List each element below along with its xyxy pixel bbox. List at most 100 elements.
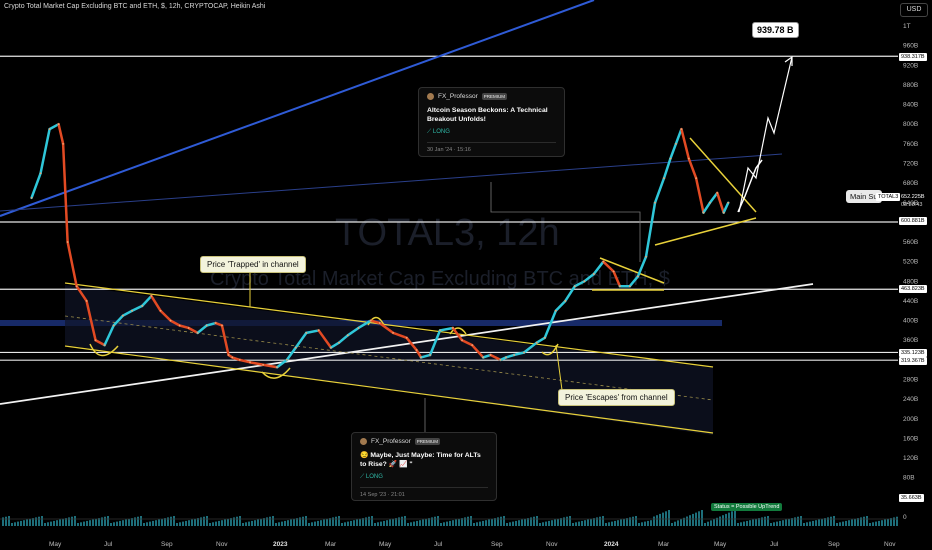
volume-bar <box>896 516 898 526</box>
price-segment <box>248 361 265 367</box>
volume-bar <box>302 516 304 526</box>
volume-bar <box>584 520 586 526</box>
volume-bar <box>341 523 343 526</box>
volume-bar <box>137 516 139 526</box>
idea-card-top[interactable]: FX_Professor PREMIUM Altcoin Season Beck… <box>418 87 565 157</box>
y-tick-label: 920B <box>903 62 918 69</box>
volume-bar <box>569 516 571 526</box>
annotation-trapped: Price 'Trapped' in channel <box>200 256 306 273</box>
price-point <box>112 324 115 327</box>
price-segment <box>329 341 341 349</box>
price-point <box>513 354 516 356</box>
price-segment <box>628 275 640 288</box>
price-point <box>276 366 279 369</box>
y-tick-label: 200B <box>903 416 918 423</box>
volume-bar <box>851 519 853 526</box>
x-tick-label: Mar <box>658 541 670 548</box>
volume-bar <box>125 519 127 526</box>
volume-bar <box>431 517 433 526</box>
price-segment <box>573 280 586 288</box>
price-segment <box>564 284 577 303</box>
volume-bar <box>458 518 460 526</box>
volume-bar <box>29 518 31 526</box>
target-price-label: 939.78 B <box>752 22 799 38</box>
volume-bar <box>449 520 451 526</box>
volume-bar <box>182 521 184 526</box>
price-segment <box>66 240 78 288</box>
volume-bar <box>515 520 517 526</box>
volume-bar <box>821 518 823 526</box>
top-arc <box>449 327 467 335</box>
idea-connector <box>490 182 641 262</box>
volume-bar <box>767 516 769 526</box>
price-point <box>654 201 656 204</box>
price-layer <box>30 122 730 369</box>
volume-bar <box>278 522 280 526</box>
volume-bar <box>542 522 544 526</box>
price-point <box>369 319 372 322</box>
volume-bar <box>221 520 223 526</box>
price-point <box>727 201 730 204</box>
currency-button[interactable]: USD <box>900 3 928 17</box>
volume-bar <box>779 520 781 526</box>
volume-bar <box>623 518 625 526</box>
volume-bar <box>527 518 529 526</box>
price-segment <box>592 260 605 276</box>
volume-bar <box>653 516 655 526</box>
price-segment <box>583 272 596 283</box>
volume-bar <box>578 521 580 526</box>
price-segment <box>205 321 217 327</box>
volume-bar <box>746 520 748 526</box>
volume-bar <box>188 520 190 526</box>
price-point <box>392 331 395 334</box>
price-point <box>612 270 615 273</box>
volume-bar <box>2 517 4 526</box>
volume-bar <box>38 516 40 526</box>
y-tick-label: 120B <box>903 455 918 462</box>
channel-bottom-line <box>64 345 714 434</box>
volume-bar <box>167 517 169 526</box>
volume-bar <box>17 521 19 526</box>
volume-bar <box>398 517 400 526</box>
volume-bar <box>770 523 772 526</box>
price-point <box>499 358 502 361</box>
price-point <box>30 196 33 199</box>
volume-bar <box>416 520 418 526</box>
volume-bar <box>470 516 472 526</box>
price-segment <box>57 122 65 146</box>
volume-bar <box>98 518 100 526</box>
x-axis[interactable]: May Jul Sep Nov 2023 Mar May Jul Sep Nov 2024 Mar Ma… <box>49 541 896 548</box>
projection-path <box>738 56 793 213</box>
idea-author: FX_Professor <box>438 93 478 100</box>
idea-card-bottom[interactable]: FX_Professor PREMIUM 😏 Maybe, Just Maybe… <box>351 432 497 501</box>
volume-bar <box>290 519 292 526</box>
chart-title: Crypto Total Market Cap Excluding BTC an… <box>4 3 266 10</box>
volume-bar <box>452 520 454 526</box>
volume-bar <box>818 519 820 526</box>
volume-bar <box>719 516 721 526</box>
volume-bar <box>353 520 355 526</box>
channel-mid-line <box>64 315 714 401</box>
volume-bar <box>722 515 724 526</box>
price-point <box>262 363 265 366</box>
volume-bar <box>47 522 49 526</box>
y-tick-label: 840B <box>903 102 918 109</box>
volume-bar <box>5 516 7 526</box>
price-point <box>702 211 705 214</box>
price-segment <box>428 329 442 357</box>
price-segment <box>294 331 308 349</box>
price-segment <box>112 314 125 327</box>
volume-bar <box>260 518 262 526</box>
volume-bar <box>737 523 739 526</box>
price-point <box>592 273 595 275</box>
volume-bar <box>62 518 64 526</box>
volume-bar <box>89 520 91 526</box>
volume-bar <box>878 520 880 526</box>
y-tick-label: 480B <box>903 278 918 285</box>
x-tick-label: Mar <box>325 541 337 548</box>
drawing-layer <box>0 0 898 434</box>
y-tick-label: 640B <box>903 200 918 207</box>
volume-bar <box>548 520 550 526</box>
volume-bar <box>110 523 112 526</box>
volume-bar <box>113 522 115 526</box>
